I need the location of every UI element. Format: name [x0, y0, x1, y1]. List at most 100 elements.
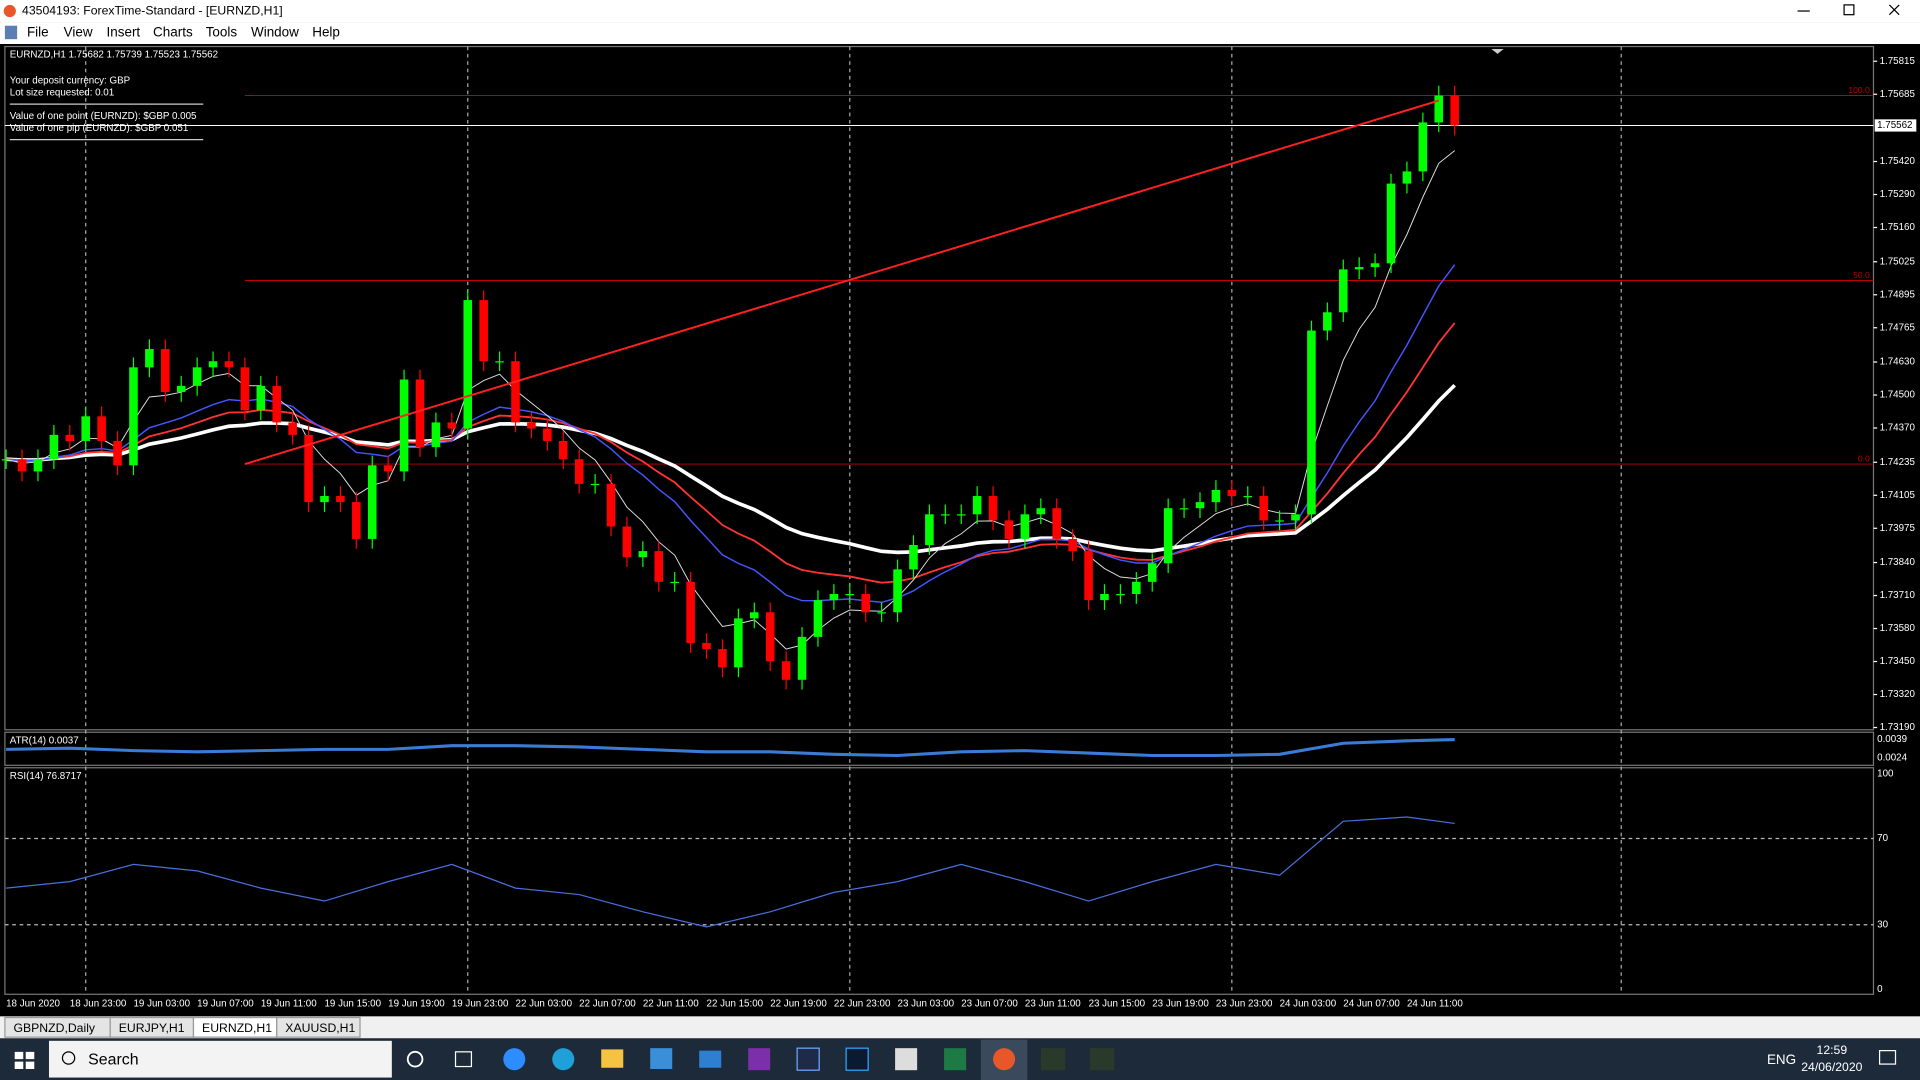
candle-body	[49, 434, 59, 460]
y-tick-label: 1.75420	[1880, 156, 1916, 167]
app-zoom[interactable]	[503, 1048, 526, 1071]
cortana[interactable]	[406, 1050, 424, 1068]
shift-marker	[1491, 48, 1504, 54]
y-tick-label: 1.75290	[1880, 189, 1916, 200]
y-tick-label: 1.73840	[1880, 557, 1916, 568]
candle-body	[1100, 594, 1109, 601]
menu-item[interactable]: File	[27, 25, 49, 40]
app-photoshop[interactable]	[845, 1047, 869, 1071]
candle-body	[1307, 330, 1316, 515]
candle-body	[415, 379, 425, 448]
trendline	[244, 99, 1440, 465]
y-tick-label: 1.75160	[1880, 222, 1916, 233]
x-tick-label: 19 Jun 11:00	[261, 999, 317, 1010]
x-tick-label: 22 Jun 23:00	[834, 999, 891, 1010]
candle-body	[352, 502, 361, 539]
candle-body	[1434, 95, 1444, 123]
fib-label: 50.0	[1853, 270, 1870, 280]
candle-body	[495, 361, 504, 363]
close[interactable]	[1888, 4, 1900, 16]
app-calculator[interactable]	[895, 1048, 918, 1071]
candle-body	[1195, 502, 1205, 509]
candle-body	[606, 483, 616, 527]
app-edge[interactable]	[552, 1048, 575, 1071]
candle-body	[1020, 514, 1030, 539]
rsi-line	[6, 816, 1455, 928]
language[interactable]: ENG	[1767, 1052, 1796, 1067]
task-view[interactable]	[454, 1051, 473, 1068]
app-onenote[interactable]	[748, 1048, 771, 1071]
candle-body	[367, 465, 377, 539]
y-tick-label: 1.75815	[1880, 56, 1916, 67]
app-lightroom[interactable]	[796, 1047, 820, 1071]
notifications[interactable]	[1878, 1050, 1897, 1065]
start-button[interactable]	[14, 1051, 35, 1069]
menu-item[interactable]: View	[64, 25, 93, 40]
x-tick-label: 22 Jun 19:00	[770, 999, 827, 1010]
app-store[interactable]	[650, 1048, 673, 1069]
search-box[interactable]	[48, 1040, 392, 1078]
candle-body	[543, 428, 552, 441]
menu-item[interactable]: Help	[312, 25, 340, 40]
app-excel[interactable]	[944, 1048, 967, 1071]
atr-panel	[4, 731, 1875, 766]
candle-body	[1068, 538, 1077, 552]
x-tick-label: 19 Jun 03:00	[133, 999, 190, 1010]
candle-body	[972, 496, 982, 515]
candle-body	[192, 367, 202, 386]
rsi-tick-label: 0	[1877, 984, 1883, 995]
menu-item[interactable]: Window	[251, 25, 299, 40]
y-tick-label: 1.73450	[1880, 656, 1916, 667]
candle-body	[256, 385, 266, 411]
menu-item[interactable]: Tools	[206, 25, 238, 40]
x-tick-label: 19 Jun 19:00	[388, 999, 445, 1010]
candle-body	[65, 434, 75, 441]
app-mt4[interactable]	[1089, 1048, 1115, 1071]
candle-body	[1338, 269, 1348, 313]
candle-body	[718, 649, 727, 668]
x-tick-label: 23 Jun 11:00	[1025, 999, 1081, 1010]
tab[interactable]	[276, 1016, 361, 1038]
candle-body	[1418, 122, 1428, 172]
menu-item[interactable]: Charts	[153, 25, 193, 40]
candle-body	[1, 459, 11, 461]
candle-body	[686, 581, 695, 643]
tab-label[interactable]: EURJPY,H1	[119, 1021, 185, 1035]
menu-item[interactable]: Insert	[107, 25, 141, 40]
x-tick-label: 23 Jun 07:00	[961, 999, 1018, 1010]
rsi-tick-label: 30	[1877, 919, 1888, 930]
x-tick-label: 18 Jun 2020	[6, 999, 60, 1010]
candle-body	[574, 459, 584, 484]
candle-body	[1211, 489, 1221, 503]
y-tick-label: 1.75685	[1880, 89, 1916, 100]
note: Value of one point (EURNZD): $GBP 0.005	[10, 111, 197, 122]
app-explorer[interactable]	[601, 1049, 624, 1068]
y-tick-label: 1.74500	[1880, 390, 1916, 401]
restore[interactable]	[1843, 4, 1855, 16]
candle-body	[1004, 520, 1014, 539]
app-mail[interactable]	[699, 1050, 722, 1068]
window-title: 43504193: ForexTime-Standard - [EURNZD,H…	[22, 3, 283, 17]
y-tick-label: 1.74370	[1880, 423, 1916, 434]
candle-body	[1163, 508, 1173, 564]
rsi-tick-label: 100	[1877, 768, 1894, 779]
tab-label[interactable]: XAUUSD,H1	[285, 1021, 355, 1035]
x-tick-label: 22 Jun 07:00	[579, 999, 636, 1010]
moving-average	[6, 322, 1456, 584]
app-forextime[interactable]	[993, 1048, 1016, 1071]
menu-bar	[0, 22, 1920, 45]
candle-body	[272, 385, 282, 423]
clock-time[interactable]: 12:59	[1817, 1043, 1848, 1057]
candle-body	[1291, 514, 1300, 521]
x-tick-label: 19 Jun 15:00	[324, 999, 381, 1010]
y-tick-label: 1.73710	[1880, 590, 1916, 601]
tab-label[interactable]: GBPNZD,Daily	[13, 1021, 95, 1035]
candle-body	[941, 514, 950, 516]
clock-date[interactable]: 24/06/2020	[1801, 1060, 1862, 1074]
candle-body	[797, 636, 807, 680]
candle-body	[1116, 594, 1125, 596]
app-markets[interactable]	[1040, 1048, 1066, 1071]
menu-icon	[4, 25, 18, 40]
tab-label[interactable]: EURNZD,H1	[202, 1021, 272, 1035]
candle-body	[1354, 267, 1364, 270]
